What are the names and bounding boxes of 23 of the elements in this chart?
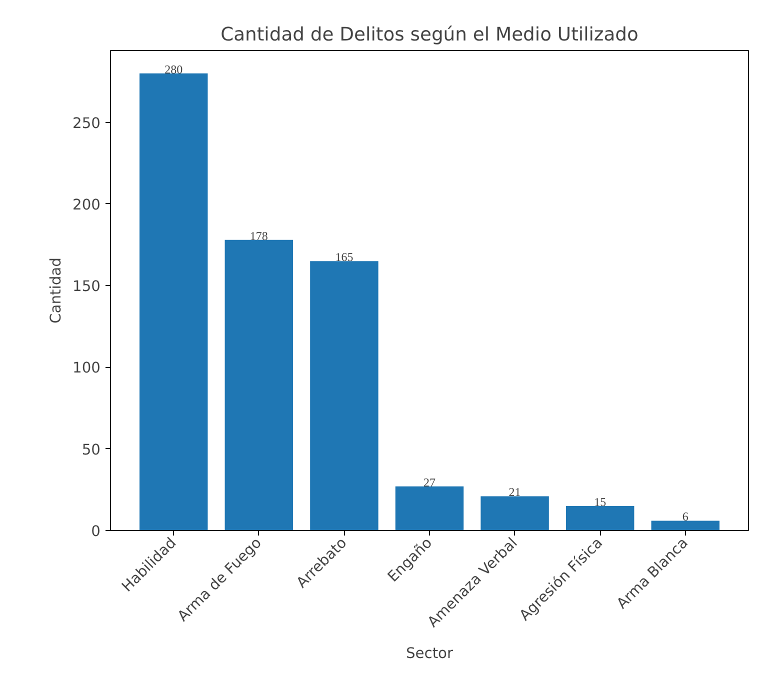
bar [566,506,634,530]
y-tick-label: 250 [72,114,101,132]
y-tick-label: 150 [72,278,101,296]
y-tick-label: 0 [91,523,101,540]
bar [310,261,378,530]
y-tick-label: 100 [72,360,101,377]
x-axis-title: Sector [406,644,454,662]
data-label: 280 [164,62,183,76]
y-tick-label: 50 [82,441,101,458]
bar [651,520,720,530]
data-label: 21 [508,485,521,500]
data-label: 15 [594,495,606,510]
y-axis-title: Cantidad [48,258,65,324]
bar [224,240,294,530]
y-tick-label: 200 [72,196,101,214]
bar [140,73,208,530]
data-label: 27 [424,475,436,490]
bar [395,486,464,530]
chart-title: Cantidad de Delitos según el Medio Utilizado [220,24,638,46]
bar [480,496,549,530]
data-label: 178 [250,228,268,243]
data-label: 165 [335,250,354,264]
data-label: 6 [682,510,688,524]
